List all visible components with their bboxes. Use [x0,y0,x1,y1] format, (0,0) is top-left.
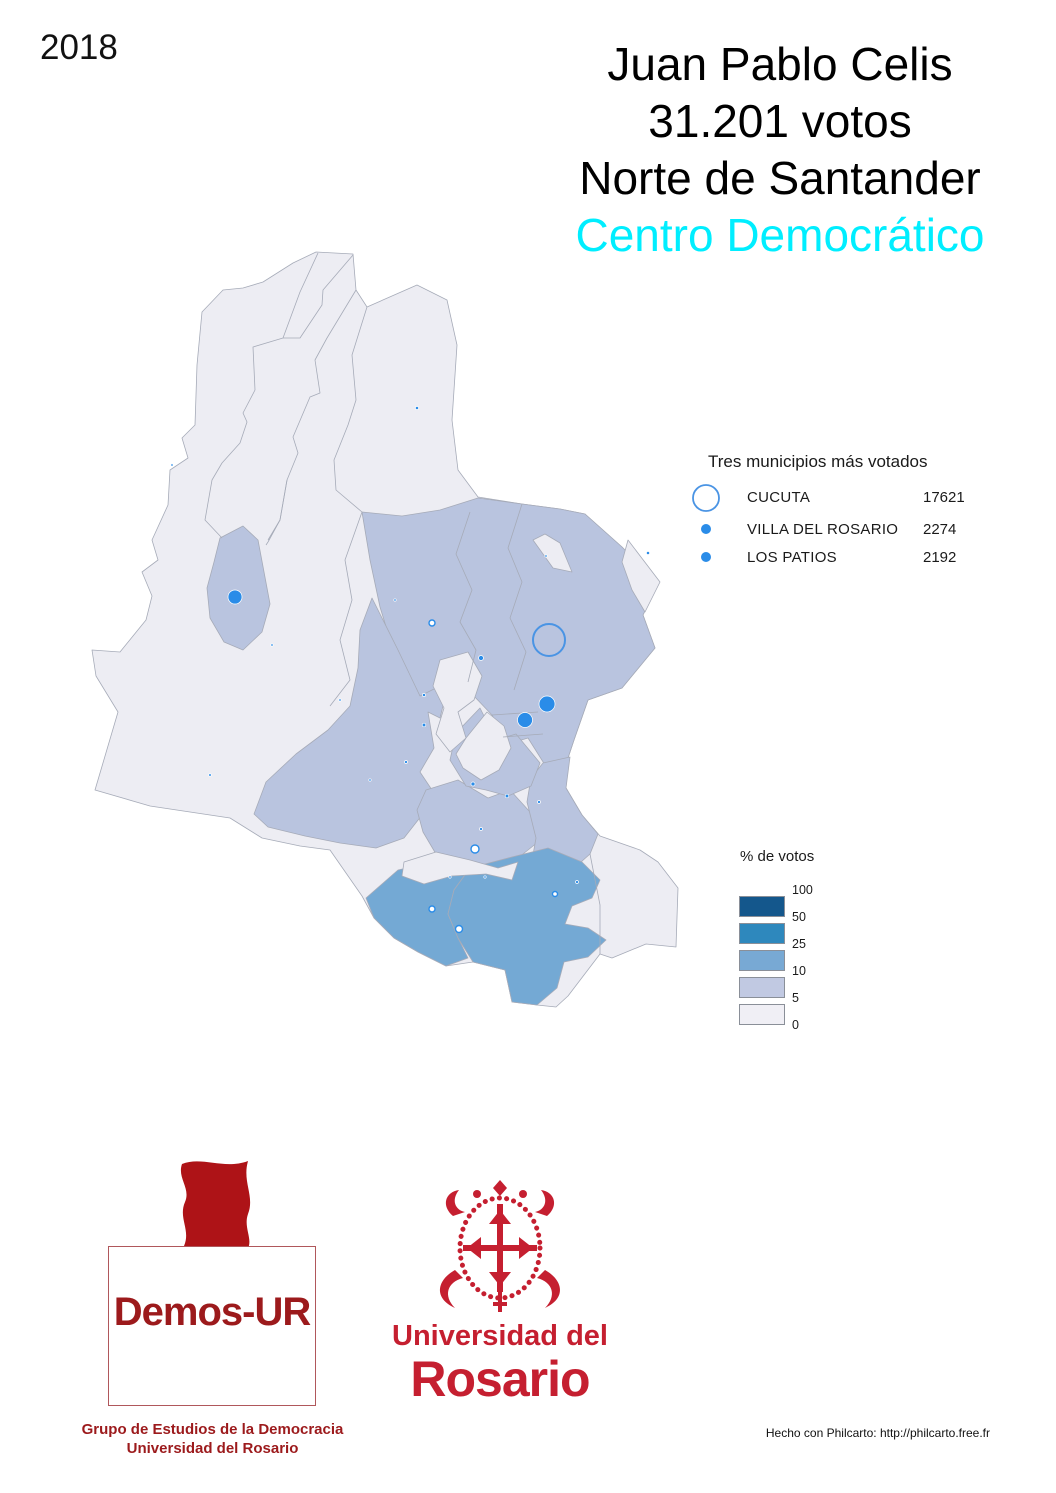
votes-dot [208,773,212,777]
group-caption-line2: Universidad del Rosario [126,1440,299,1457]
philcarto-credit: Hecho con Philcarto: http://philcarto.fr… [765,1426,990,1440]
demos-ur-logo-text: Demos-UR [113,1290,311,1334]
map-svg [91,251,679,1008]
percent-votes-legend: % de votos 100 50 25 10 5 0 [739,848,869,1048]
municipality-border [283,254,354,339]
votes-dot [470,844,480,854]
municipality-polygon [621,539,661,613]
votes-dot [428,905,436,913]
scale-tick: 5 [792,991,799,1005]
title-party: Centro Democrático [575,209,985,261]
scale-tick: 25 [792,937,806,951]
votes-dot [646,551,650,555]
scale-tick: 100 [792,883,813,897]
votes-dot [537,800,541,804]
demos-ur-logo-box [108,1246,316,1406]
votes-dot [479,827,483,831]
municipality-label: CUCUTA [747,489,811,506]
municipality-label: LOS PATIOS [747,549,837,566]
top-municipalities-legend-title: Tres municipios más votados [708,452,928,471]
group-caption-line1: Grupo de Estudios de la Democracia [81,1421,344,1438]
scale-tick: 50 [792,910,806,924]
color-swatch [739,923,785,944]
votes-dot [338,698,342,702]
title-block: Juan Pablo Celis 31.201 votos Norte de S… [510,36,1050,264]
large-circle-symbol [692,484,720,512]
votes-dot [421,722,427,728]
rosario-logo-line2: Rosario [410,1351,590,1407]
votes-dot [575,880,579,884]
votes-dot [454,924,464,934]
demos-ur-flag-icon [180,1161,251,1250]
group-caption: Grupo de Estudios de la Democracia Unive… [60,1420,365,1458]
municipality-border [589,853,601,954]
municipality-border [507,503,527,691]
municipality-border [329,511,363,707]
percent-votes-legend-title: % de votos [740,848,815,865]
municipality-value: 17621 [923,489,965,506]
votes-dot [544,554,548,558]
municipality-border [502,733,544,738]
color-swatch [739,1004,785,1025]
votes-dot [448,875,452,879]
municipality-polygon [206,525,271,651]
municipality-border [204,252,319,539]
votes-circle-large [532,623,566,657]
municipality-polygon [401,851,519,885]
title-candidate: Juan Pablo Celis [607,38,953,90]
votes-dot [504,793,510,799]
votes-dot [483,875,487,879]
top-municipalities-legend: Tres municipios más votados CUCUTA 17621… [690,448,1030,578]
universidad-rosario-crest-icon [439,1180,561,1312]
municipality-label: VILLA DEL ROSARIO [747,521,899,538]
color-swatch [739,896,785,917]
votes-dot [415,406,419,410]
votes-dot [270,643,274,647]
votes-dot [517,712,533,728]
votes-dot [393,598,397,602]
votes-dot [404,760,408,764]
votes-dot [227,589,243,605]
year-label: 2018 [40,28,118,67]
title-region: Norte de Santander [579,152,981,204]
municipality-value: 2274 [923,521,957,538]
color-swatch [739,977,785,998]
municipality-border [265,479,288,546]
votes-dot [422,693,426,697]
municipality-border [455,511,477,683]
rosario-logo-line1: Universidad del [392,1320,608,1352]
municipality-value: 2192 [923,549,957,566]
votes-dot [470,781,476,787]
scale-tick: 10 [792,964,806,978]
votes-dot [538,695,556,713]
municipality-polygon [447,847,607,1006]
votes-dot [428,619,436,627]
votes-dot [478,655,484,661]
color-swatch [739,950,785,971]
municipality-border [333,306,368,513]
votes-dot [551,890,559,898]
municipality-border [491,711,539,716]
municipality-polygon [532,533,573,573]
municipality-polygon [455,711,512,781]
dot-symbol [701,552,711,562]
title-votes: 31.201 votos [648,95,912,147]
votes-dot [170,463,174,467]
scale-tick: 0 [792,1018,799,1032]
dot-symbol [701,524,711,534]
votes-dot [368,778,372,782]
